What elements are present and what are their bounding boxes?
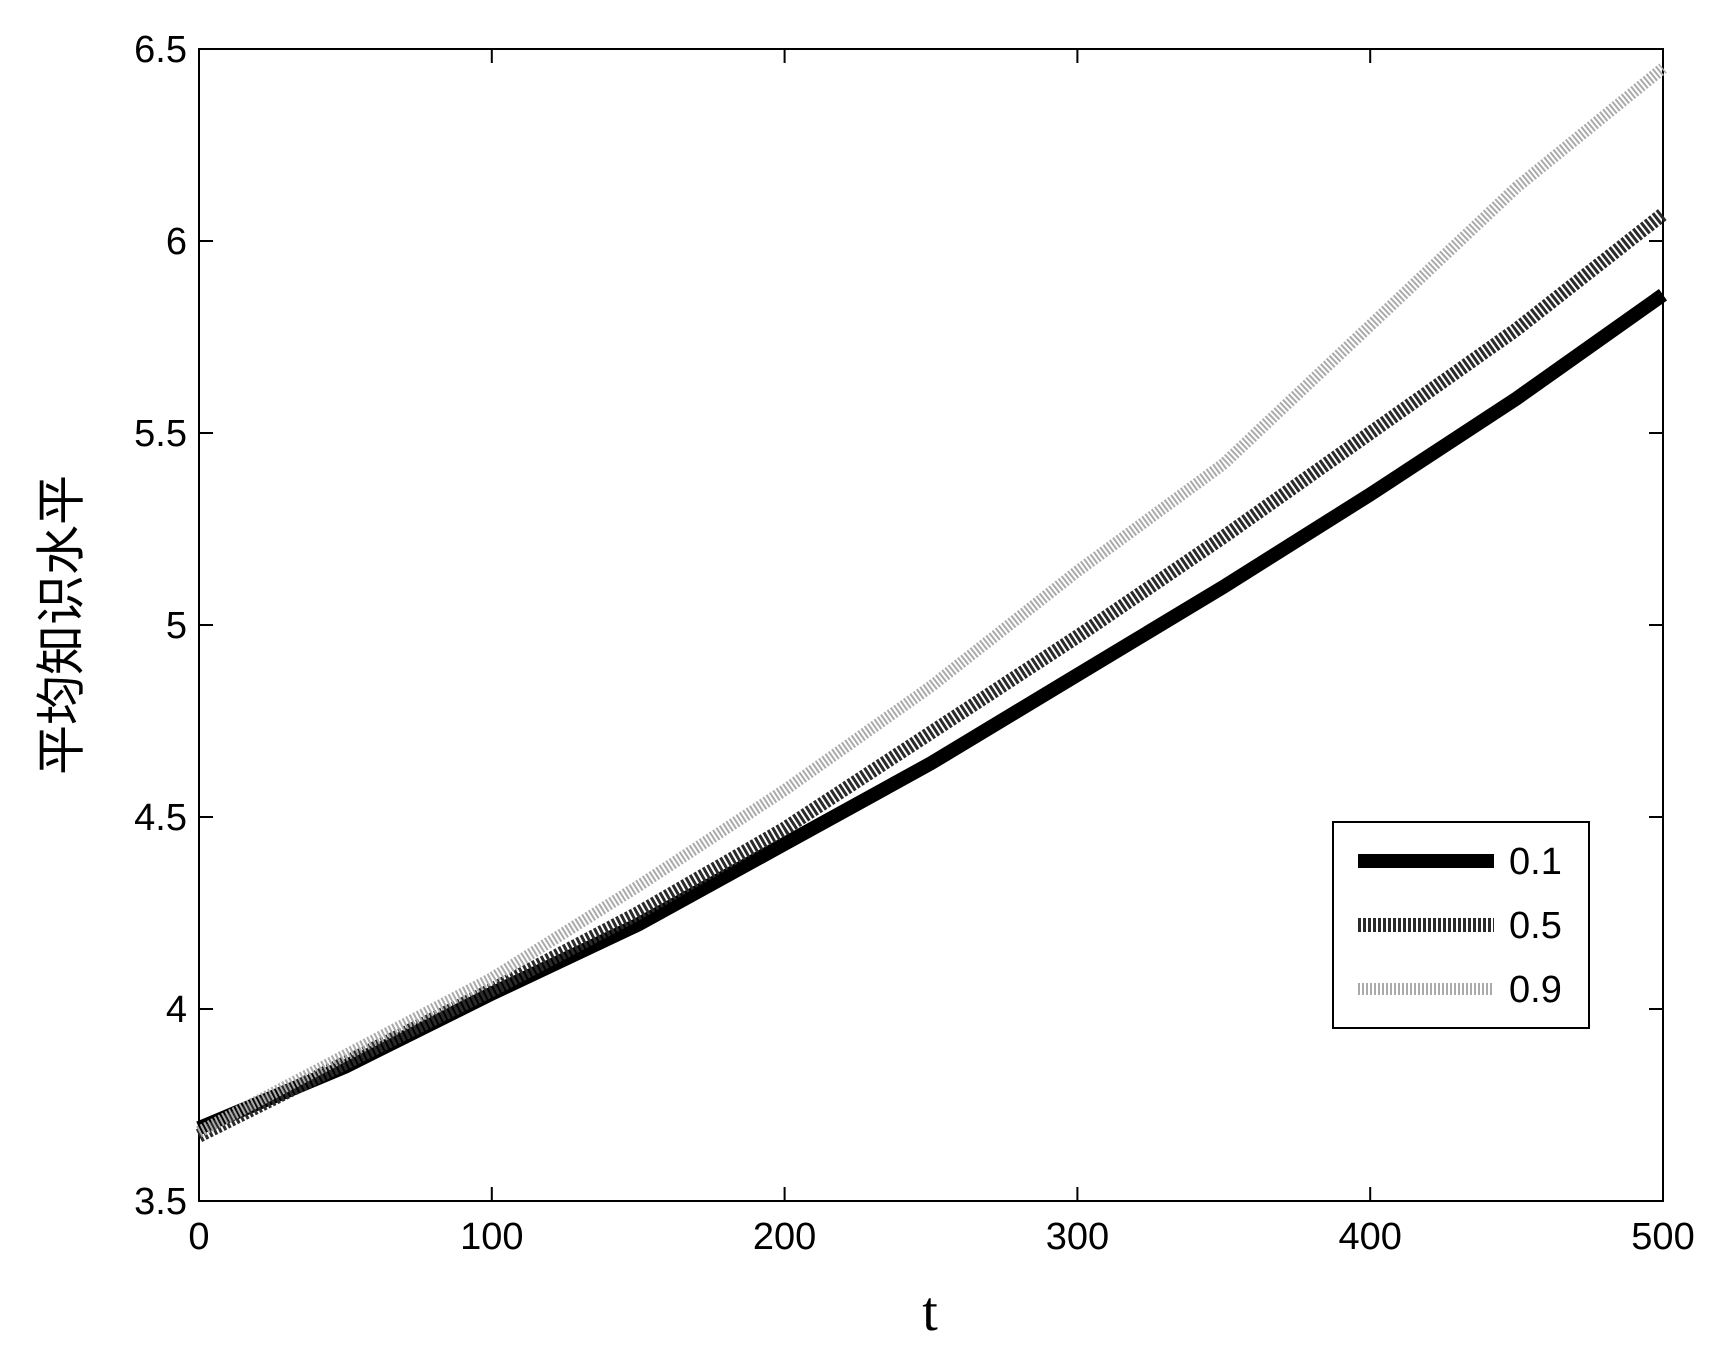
x-tick-label: 0 bbox=[188, 1216, 209, 1258]
x-tick-label: 100 bbox=[460, 1216, 523, 1258]
legend-label: 0.1 bbox=[1509, 841, 1562, 883]
x-axis-label: t bbox=[922, 1281, 938, 1343]
y-tick-label: 4 bbox=[166, 989, 187, 1031]
legend-label: 0.5 bbox=[1509, 905, 1562, 947]
x-tick-label: 400 bbox=[1338, 1216, 1401, 1258]
y-tick-label: 6 bbox=[166, 221, 187, 263]
y-tick-label: 5 bbox=[166, 605, 187, 647]
y-tick-label: 4.5 bbox=[134, 797, 187, 839]
x-tick-label: 300 bbox=[1046, 1216, 1109, 1258]
y-tick-label: 6.5 bbox=[134, 29, 187, 71]
series-line bbox=[195, 208, 1668, 1142]
legend-label: 0.9 bbox=[1509, 969, 1562, 1011]
y-axis-label: 平均知识水平 bbox=[33, 475, 89, 775]
y-tick-label: 3.5 bbox=[134, 1181, 187, 1223]
x-tick-label: 500 bbox=[1631, 1216, 1694, 1258]
x-tick-label: 200 bbox=[753, 1216, 816, 1258]
y-tick-label: 5.5 bbox=[134, 413, 187, 455]
